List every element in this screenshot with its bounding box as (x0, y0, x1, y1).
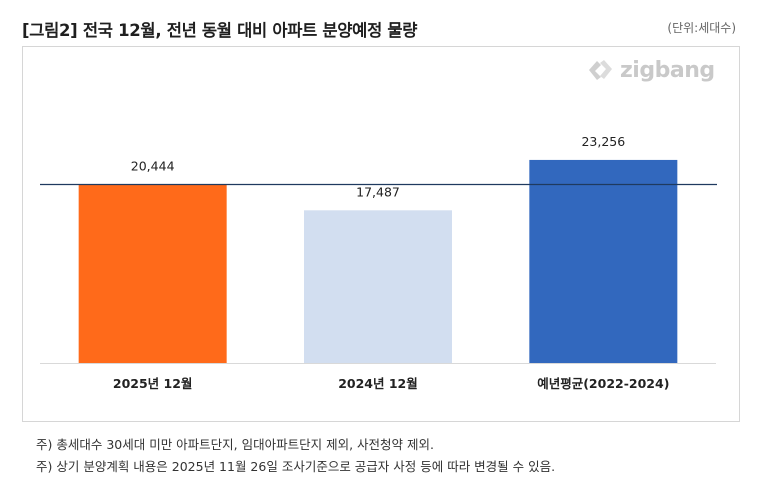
data-label: 17,487 (356, 184, 400, 199)
x-tick-label: 예년평균(2022-2024) (537, 376, 669, 391)
footnote: 주) 총세대수 30세대 미만 아파트단지, 임대아파트단지 제외, 사전청약 … (36, 437, 434, 452)
data-label: 23,256 (581, 134, 625, 149)
zigbang-logo-icon (589, 60, 612, 80)
unit-label: (단위:세대수) (667, 21, 736, 35)
x-tick-label: 2025년 12월 (113, 376, 193, 391)
data-label: 20,444 (131, 158, 175, 173)
bar (529, 159, 678, 363)
x-tick-label: 2024년 12월 (338, 376, 418, 391)
logo-text: zigbang (620, 57, 715, 83)
footnotes: 주) 총세대수 30세대 미만 아파트단지, 임대아파트단지 제외, 사전청약 … (36, 434, 555, 478)
bar (78, 184, 227, 363)
footnote: 주) 상기 분양계획 내용은 2025년 11월 26일 조사기준으로 공급자 … (36, 459, 556, 474)
logo: zigbang (586, 56, 715, 84)
bar (304, 210, 452, 363)
chart-title: [그림2] 전국 12월, 전년 동월 대비 아파트 분양예정 물량 (22, 21, 418, 40)
